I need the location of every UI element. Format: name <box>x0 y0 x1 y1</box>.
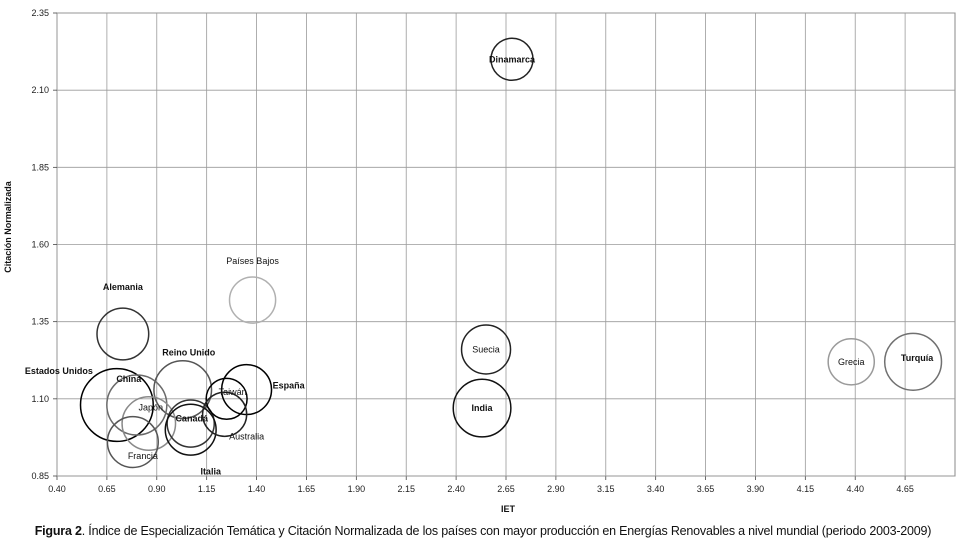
y-tick-label: 2.10 <box>31 85 49 95</box>
y-tick-label: 1.85 <box>31 162 49 172</box>
y-axis-title: Citación Normalizada <box>3 180 13 273</box>
y-tick-label: 1.35 <box>31 317 49 327</box>
x-tick-label: 0.40 <box>48 484 66 494</box>
bubble-turqu-a <box>883 332 943 391</box>
bubble-label: Países Bajos <box>226 256 279 266</box>
bubble-grecia <box>827 337 876 386</box>
bubbles <box>79 37 943 469</box>
x-tick-label: 3.65 <box>697 484 715 494</box>
bubble-reino-unido <box>153 360 213 420</box>
bubble-label: Reino Unido <box>162 348 215 358</box>
x-tick-label: 0.90 <box>148 484 166 494</box>
x-tick-label: 2.40 <box>447 484 465 494</box>
x-tick-label: 0.65 <box>98 484 116 494</box>
y-tick-label: 1.60 <box>31 240 49 250</box>
x-tick-label: 1.40 <box>248 484 266 494</box>
bubble-labels: Dinamarca Países Bajos Alemania Reino Unido… <box>25 54 934 476</box>
x-axis-title: IET <box>501 504 516 514</box>
bubble-dinamarca <box>490 37 534 82</box>
figure-caption: Figura 2. Índice de Especialización Temá… <box>0 524 966 538</box>
x-tick-label: 2.15 <box>397 484 415 494</box>
bubble-francia <box>106 415 159 469</box>
x-tick-label: 4.40 <box>846 484 864 494</box>
bubble-label: Taiwán <box>219 387 247 397</box>
bubble-label: Japón <box>139 403 164 413</box>
bubble-label: España <box>273 381 306 391</box>
bubble-taiw-n <box>205 377 248 421</box>
caption-text: . Índice de Especialización Temática y C… <box>81 524 932 538</box>
bubble-label: Estados Unidos <box>25 366 93 376</box>
x-tick-label: 3.90 <box>747 484 765 494</box>
bubble-label: India <box>472 403 494 413</box>
grid <box>53 12 956 480</box>
y-tick-label: 2.35 <box>31 8 49 18</box>
x-tick-label: 4.65 <box>896 484 914 494</box>
bubble-chart: Dinamarca Países Bajos Alemania Reino Unido… <box>3 8 956 514</box>
x-tick-label: 3.15 <box>597 484 615 494</box>
bubble-china <box>106 374 168 436</box>
bubble-label: Italia <box>200 467 222 477</box>
bubble-label: Suecia <box>472 344 500 354</box>
bubble-label: Grecia <box>838 357 865 367</box>
bubble-label: Australia <box>229 431 264 441</box>
caption-figure-number: Figura 2 <box>34 524 82 538</box>
x-tick-labels: 0.40 0.65 0.90 1.15 1.40 1.65 1.90 2.15 2.40 2.65… <box>48 484 914 494</box>
y-tick-label: 0.85 <box>31 471 49 481</box>
x-tick-label: 2.65 <box>497 484 515 494</box>
bubble-jap-n <box>121 396 177 452</box>
bubble-australia <box>201 391 248 438</box>
x-tick-label: 1.65 <box>298 484 316 494</box>
bubble-pa-ses-bajos <box>228 276 277 324</box>
x-tick-label: 2.90 <box>547 484 565 494</box>
x-tick-label: 3.40 <box>647 484 665 494</box>
bubble-india <box>452 378 512 438</box>
bubble-alemania <box>96 307 150 361</box>
bubble-estados-unidos <box>79 367 154 443</box>
x-tick-label: 1.15 <box>198 484 216 494</box>
bubble-label: Francia <box>128 451 158 461</box>
bubble-suecia <box>460 324 512 375</box>
y-tick-label: 1.10 <box>31 394 49 404</box>
bubble-label: Canadá <box>175 414 209 424</box>
bubble-label: Dinamarca <box>489 54 536 64</box>
y-tick-labels: 0.85 1.10 1.35 1.60 1.85 2.10 2.35 <box>31 8 49 481</box>
bubble-label: China <box>116 374 142 384</box>
bubble-italia <box>164 403 217 456</box>
bubble-label: Alemania <box>103 282 144 292</box>
bubble-canad- <box>166 399 215 448</box>
x-tick-label: 4.15 <box>797 484 815 494</box>
bubble-label: Turquía <box>901 353 934 363</box>
x-tick-label: 1.90 <box>348 484 366 494</box>
